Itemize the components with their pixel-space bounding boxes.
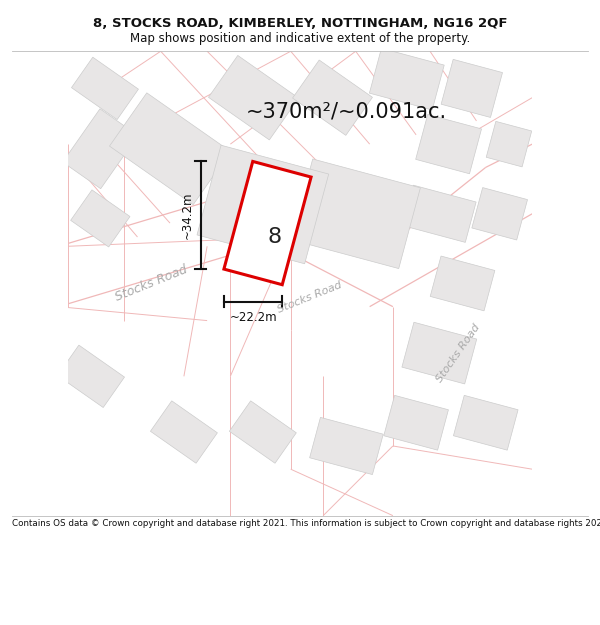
Polygon shape <box>310 418 383 474</box>
Text: ~22.2m: ~22.2m <box>229 311 277 324</box>
Polygon shape <box>430 256 495 311</box>
Polygon shape <box>384 396 448 450</box>
Polygon shape <box>58 345 125 408</box>
Polygon shape <box>71 58 139 119</box>
Text: Stocks Road: Stocks Road <box>275 280 343 315</box>
Polygon shape <box>370 48 444 110</box>
Polygon shape <box>402 322 477 384</box>
Text: 8, STOCKS ROAD, KIMBERLEY, NOTTINGHAM, NG16 2QF: 8, STOCKS ROAD, KIMBERLEY, NOTTINGHAM, N… <box>93 18 507 30</box>
Polygon shape <box>197 145 329 264</box>
Polygon shape <box>208 56 299 140</box>
Polygon shape <box>71 190 130 247</box>
Polygon shape <box>291 159 421 269</box>
Polygon shape <box>293 60 373 136</box>
Polygon shape <box>109 93 230 205</box>
Polygon shape <box>441 59 502 118</box>
Polygon shape <box>62 109 138 189</box>
Polygon shape <box>403 185 476 242</box>
Text: ~370m²/~0.091ac.: ~370m²/~0.091ac. <box>246 102 447 122</box>
Text: Map shows position and indicative extent of the property.: Map shows position and indicative extent… <box>130 32 470 45</box>
Polygon shape <box>229 401 296 463</box>
Polygon shape <box>416 114 482 174</box>
Text: 8: 8 <box>268 227 281 247</box>
Text: Stocks Road: Stocks Road <box>434 322 482 384</box>
Text: Stocks Road: Stocks Road <box>113 263 190 304</box>
Text: ~34.2m: ~34.2m <box>181 191 194 239</box>
Polygon shape <box>224 161 311 285</box>
Text: Contains OS data © Crown copyright and database right 2021. This information is : Contains OS data © Crown copyright and d… <box>12 519 600 528</box>
Polygon shape <box>472 188 527 240</box>
Polygon shape <box>454 396 518 450</box>
Polygon shape <box>151 401 217 463</box>
Polygon shape <box>486 121 532 167</box>
